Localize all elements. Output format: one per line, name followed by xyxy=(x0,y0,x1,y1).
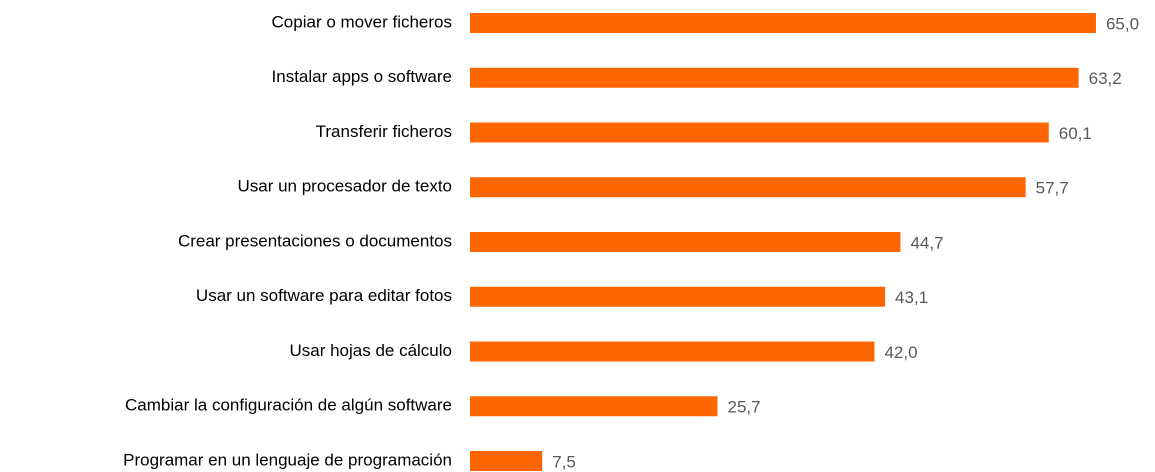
bar xyxy=(470,341,875,362)
value-label: 7,5 xyxy=(552,452,576,471)
value-label: 42,0 xyxy=(884,343,917,362)
bar xyxy=(470,13,1096,33)
category-label: Usar un software para editar fotos xyxy=(196,286,452,305)
category-label: Transferir ficheros xyxy=(316,122,452,141)
category-label: Usar un procesador de texto xyxy=(237,177,452,196)
bar xyxy=(470,286,886,307)
value-label: 57,7 xyxy=(1036,179,1069,198)
category-label: Instalar apps o software xyxy=(272,67,452,86)
value-label: 43,1 xyxy=(895,288,928,307)
bar xyxy=(470,122,1049,143)
bar xyxy=(470,177,1026,198)
category-label: Copiar o mover ficheros xyxy=(272,12,452,31)
value-label: 65,0 xyxy=(1106,14,1139,33)
bar xyxy=(470,232,901,252)
value-label: 44,7 xyxy=(910,233,943,252)
bar xyxy=(470,451,543,471)
value-label: 60,1 xyxy=(1059,124,1092,143)
bar xyxy=(470,67,1079,88)
value-label: 25,7 xyxy=(727,398,760,417)
category-label: Cambiar la configuración de algún softwa… xyxy=(125,396,452,415)
category-label: Usar hojas de cálculo xyxy=(289,341,452,360)
value-label: 63,2 xyxy=(1089,69,1122,88)
category-label: Crear presentaciones o documentos xyxy=(178,231,452,250)
bar xyxy=(470,396,718,417)
category-label: Programar en un lenguaje de programación xyxy=(123,450,452,469)
